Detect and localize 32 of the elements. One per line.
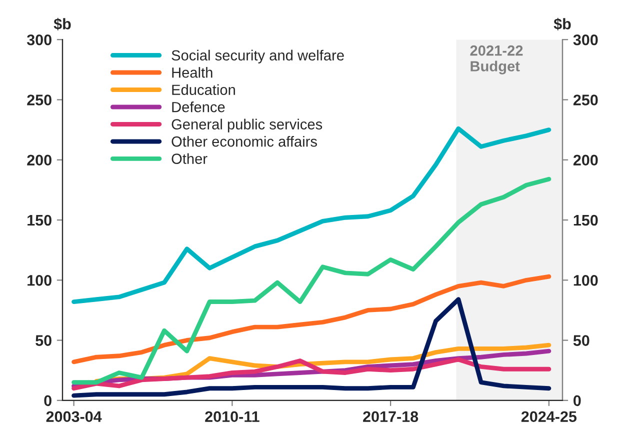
- y-tick-label: 100: [28, 275, 52, 286]
- line-series: [72, 297, 552, 398]
- y-tick-label: 200: [27, 154, 52, 166]
- y-axis-title: $b: [54, 18, 71, 30]
- x-tick-label: 2017-18: [363, 411, 418, 422]
- legend-label: Health: [172, 67, 212, 78]
- y2-tick-label: 200: [573, 154, 598, 166]
- y2-tick-label: 0: [574, 395, 581, 406]
- x-tick-label: 2003-04: [46, 411, 102, 422]
- legend-label: Defence: [172, 102, 225, 112]
- y2-tick-label: 50: [573, 335, 590, 346]
- y2-tick-label: 300: [573, 34, 598, 46]
- y-tick-label: 150: [28, 214, 52, 226]
- y2-tick-label: 100: [574, 275, 598, 286]
- y2-axis-title: $b: [554, 18, 571, 30]
- legend-label: Education: [172, 84, 235, 95]
- x-tick-label: 2024-25: [521, 411, 577, 422]
- legend-label: General public services: [172, 118, 322, 132]
- legend-label: Other: [172, 153, 208, 164]
- line-series: [72, 274, 552, 364]
- annotation: 2021-22 Budget: [470, 45, 523, 74]
- y-tick-label: 250: [27, 94, 52, 106]
- line-series: [72, 357, 552, 391]
- y-tick-label: 0: [44, 395, 52, 406]
- x-tick-label: 2010-11: [205, 411, 260, 422]
- y-tick-label: 300: [26, 34, 52, 46]
- y2-tick-label: 250: [573, 94, 598, 106]
- legend-label: Other economic affairs: [172, 136, 317, 147]
- legend-label: Social security and welfare: [172, 50, 344, 64]
- y-tick-label: 50: [36, 335, 52, 346]
- y2-tick-label: 150: [574, 214, 598, 226]
- line-series: [72, 176, 552, 385]
